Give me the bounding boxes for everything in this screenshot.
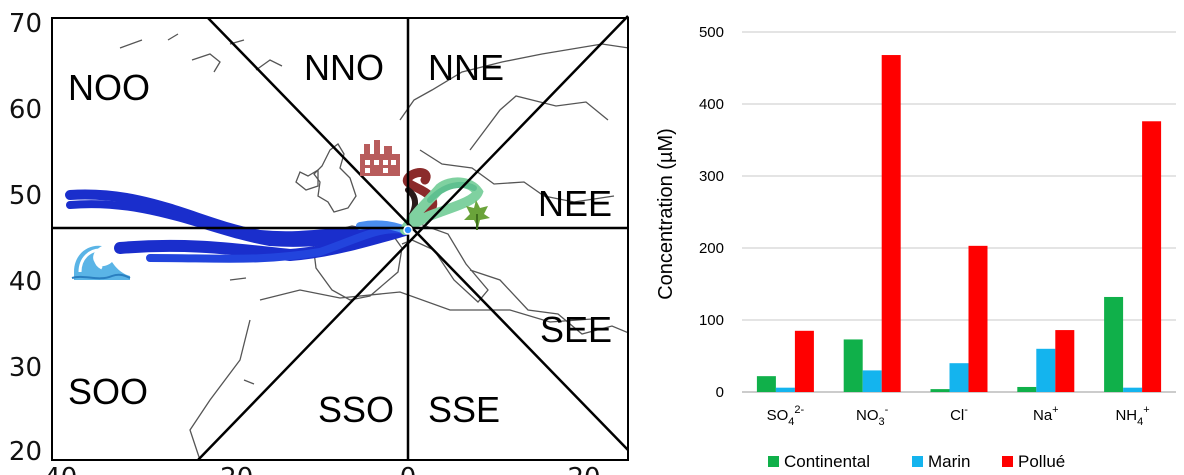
sector-label-soo: SOO [68, 371, 148, 412]
sector-label-nno: NNO [304, 47, 384, 88]
lat-tick-label: 60 [9, 95, 42, 125]
bar-pollu-2 [968, 245, 988, 392]
y-ticks: 0 100 200 300 400 500 [699, 24, 724, 401]
legend-label-0: Continental [784, 452, 870, 471]
y-tick-label: 0 [716, 384, 724, 401]
bar-continental-2 [930, 389, 950, 392]
lat-tick-label: 70 [9, 9, 42, 39]
sector-label-noo: NOO [68, 67, 150, 108]
bar-pollu-1 [881, 55, 901, 392]
marine-trajectory [65, 189, 410, 242]
wave-icon [71, 245, 131, 280]
factory-icon [360, 140, 400, 176]
x-tick-label: NH4+ [1115, 404, 1149, 428]
lat-tick-label: 50 [9, 181, 42, 211]
lat-tick-label: 30 [9, 353, 42, 383]
bar-pollu-3 [1055, 330, 1075, 392]
bar-marin-0 [775, 387, 795, 392]
bar-pollu-0 [794, 330, 814, 392]
y-tick-label: 500 [699, 24, 724, 41]
legend-swatch-1 [912, 456, 923, 467]
bar-continental-0 [756, 376, 776, 392]
lon-tick-label: -40 [35, 463, 77, 475]
x-tick-label: Cl- [950, 404, 968, 424]
lon-tick-label: -20 [211, 463, 253, 475]
bar-marin-2 [949, 363, 969, 392]
legend-label-1: Marin [928, 452, 971, 471]
lon-tick-label: 0 [400, 463, 417, 475]
marine-trajectory [146, 225, 409, 263]
concentration-bar-chart: Concentration (µM) 0 100 200 300 400 500 SO42… [655, 24, 1176, 471]
y-tick-label: 200 [699, 240, 724, 257]
y-tick-label: 100 [699, 312, 724, 329]
bar-marin-3 [1036, 348, 1056, 392]
sector-lines [52, 15, 629, 461]
legend-label-2: Pollué [1018, 452, 1065, 471]
map-x-ticks: -40 -20 0 20 [35, 463, 601, 475]
bar-pollu-4 [1142, 121, 1162, 392]
y-axis-label: Concentration (µM) [655, 128, 677, 300]
lat-tick-label: 40 [9, 267, 42, 297]
sector-label-sso: SSO [318, 389, 394, 430]
sector-label-nne: NNE [428, 47, 504, 88]
x-tick-label: SO42- [767, 404, 805, 428]
map-frame [51, 17, 629, 461]
bar-continental-1 [843, 339, 863, 392]
bar-continental-3 [1017, 386, 1037, 392]
x-tick-label: Na+ [1033, 404, 1059, 424]
sector-label-sse: SSE [428, 389, 500, 430]
coastlines [119, 33, 628, 460]
x-tick-labels: SO42- NO3- Cl- Na+ NH4+ [767, 404, 1150, 428]
bar-marin-1 [862, 370, 882, 392]
lat-tick-label: 20 [9, 437, 42, 467]
y-tick-label: 300 [699, 168, 724, 185]
y-tick-label: 400 [699, 96, 724, 113]
legend-swatch-0 [768, 456, 779, 467]
lon-tick-label: 20 [567, 463, 600, 475]
x-tick-label: NO3- [856, 404, 889, 428]
map-y-ticks: 70 60 50 40 30 20 [9, 9, 42, 467]
leaf-icon [464, 200, 490, 230]
legend: Continental Marin Pollué [768, 452, 1065, 471]
legend-swatch-2 [1002, 456, 1013, 467]
back-trajectory-map: NOO NNO NNE NEE SEE SSE SSO SOO 70 60 50… [9, 9, 629, 475]
sector-label-nee: NEE [538, 183, 612, 224]
origin-point [403, 225, 413, 235]
bars [756, 55, 1162, 392]
sector-label-see: SEE [540, 309, 612, 350]
trajectories [65, 168, 484, 263]
continental-trajectory [427, 181, 477, 203]
bar-marin-4 [1123, 387, 1143, 392]
bar-continental-4 [1104, 296, 1124, 392]
